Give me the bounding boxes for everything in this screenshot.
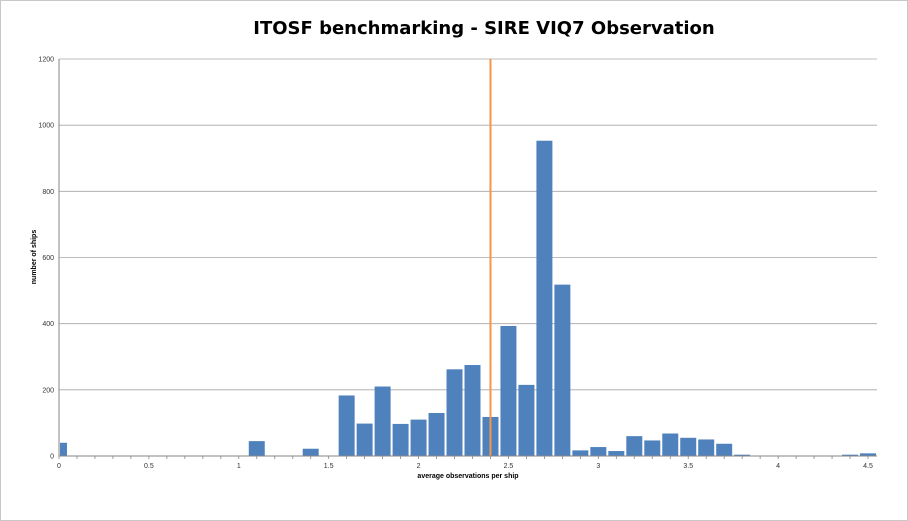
histogram-bar: [302, 448, 319, 456]
histogram-bar: [392, 423, 409, 456]
x-tick-label: 3: [596, 463, 600, 470]
histogram-bar: [644, 440, 661, 456]
histogram-bar: [356, 423, 373, 456]
x-tick-label: 1: [237, 463, 241, 470]
y-tick-label: 800: [42, 189, 54, 196]
y-tick-label: 600: [42, 255, 54, 262]
y-tick-label: 0: [50, 454, 54, 461]
bars: [60, 140, 876, 457]
x-tick-label: 2: [417, 463, 421, 470]
histogram-bar: [842, 454, 859, 456]
histogram-bar: [338, 395, 355, 456]
histogram-bar: [698, 439, 715, 456]
y-tick-label: 200: [42, 387, 54, 394]
histogram-bar: [734, 454, 751, 456]
chart-title: ITOSF benchmarking - SIRE VIQ7 Observati…: [253, 18, 715, 39]
histogram-bar: [60, 442, 67, 456]
histogram-bar: [518, 384, 535, 456]
histogram-bar: [248, 441, 265, 456]
histogram-bar: [626, 436, 643, 456]
histogram-bar: [374, 386, 391, 456]
y-tick-label: 1000: [38, 123, 54, 130]
x-tick-label: 2.5: [504, 463, 514, 470]
histogram-bar: [500, 325, 517, 456]
histogram-bar: [446, 369, 463, 456]
x-axis-title: average observations per ship: [417, 473, 518, 480]
x-tick-label: 1.5: [324, 463, 334, 470]
histogram-bar: [464, 365, 481, 456]
x-tick-labels: 0 0.5 1 1.5 2 2.5 3 3.5 4 4.5: [57, 463, 873, 470]
histogram-bar: [536, 140, 553, 457]
y-axis-title: number of ships: [31, 230, 38, 285]
histogram-bar: [428, 412, 445, 456]
histogram-bar: [662, 433, 679, 456]
x-tick-label: 0: [57, 463, 61, 470]
x-tick-label: 4.5: [863, 463, 873, 470]
y-tick-label: 1200: [38, 57, 54, 64]
axes: [58, 59, 877, 459]
histogram-bar: [608, 451, 625, 456]
gridlines: [59, 58, 877, 391]
y-tick-labels: 0 200 400 600 800 1000 1200: [38, 57, 54, 461]
histogram-bar: [680, 437, 697, 456]
histogram-bar: [572, 450, 589, 456]
histogram-bar: [590, 447, 607, 456]
histogram-bar: [554, 284, 571, 456]
histogram-bar: [716, 443, 733, 456]
histogram-bar: [410, 419, 427, 456]
y-tick-label: 400: [42, 321, 54, 328]
x-tick-label: 3.5: [683, 463, 693, 470]
x-tick-label: 0.5: [144, 463, 154, 470]
histogram-bar: [860, 453, 876, 456]
x-tick-label: 4: [776, 463, 780, 470]
